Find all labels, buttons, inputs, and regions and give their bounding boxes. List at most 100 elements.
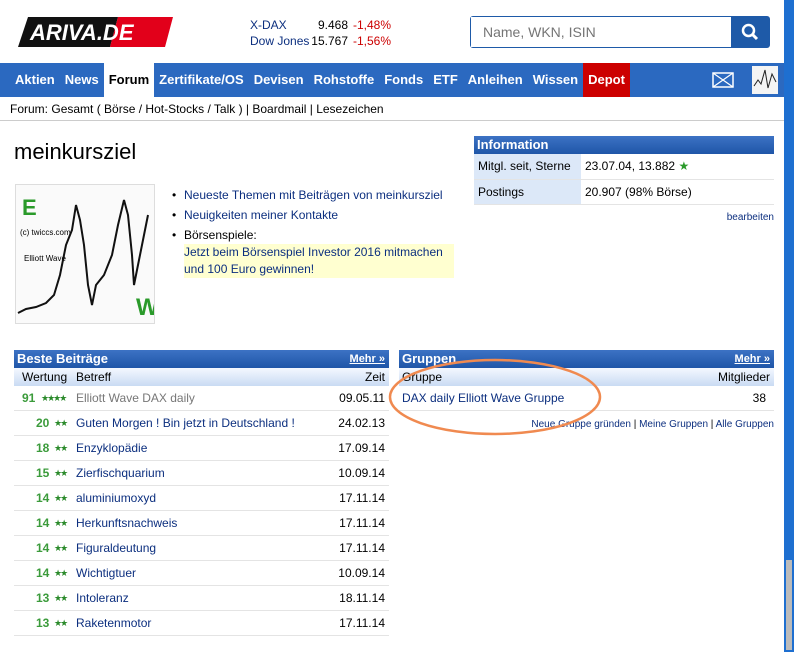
table-row: DAX daily Elliott Wave Gruppe 38 (399, 386, 774, 411)
post-link[interactable]: Enzyklopädie (76, 441, 148, 455)
post-link[interactable]: Guten Morgen ! Bin jetzt in Deutschland … (76, 416, 295, 430)
ariva-logo[interactable]: ARIVA.DE (18, 17, 173, 47)
post-score: 91 (22, 391, 36, 405)
best-posts-box: Beste Beiträge Mehr » Wertung Betreff Zeit … (14, 350, 389, 636)
page-title: meinkursziel (14, 139, 137, 164)
post-date: 17.11.14 (339, 516, 385, 530)
group-members: 38 (752, 391, 766, 405)
nav-news[interactable]: News (64, 72, 99, 87)
scrollbar[interactable] (784, 0, 794, 652)
breadcrumb-prefix: Forum: (10, 102, 49, 116)
post-link[interactable]: Elliott Wave DAX daily (76, 391, 195, 405)
post-score: 20 (36, 416, 50, 430)
annotation-circle (388, 358, 602, 436)
scrollbar-thumb[interactable] (786, 560, 792, 650)
game-promo-link[interactable]: Jetzt beim Börsenspiel Investor 2016 mit… (184, 244, 454, 278)
post-score: 14 (36, 516, 50, 530)
nav-devisen[interactable]: Devisen (253, 72, 304, 87)
post-score: 14 (36, 491, 50, 505)
avatar[interactable] (752, 66, 778, 94)
group-link[interactable]: DAX daily Elliott Wave Gruppe (402, 391, 565, 405)
star-rating-icon: ★★ (54, 518, 68, 528)
ticker-name[interactable]: Dow Jones (250, 34, 310, 48)
information-title: Information (474, 136, 774, 154)
nav-zertifikate[interactable]: Zertifikate/OS (159, 72, 244, 87)
contacts-news-link[interactable]: Neuigkeiten meiner Kontakte (184, 208, 339, 222)
breadcrumb-hot-stocks[interactable]: Hot-Stocks (145, 102, 205, 116)
new-group-link[interactable]: Neue Gruppe gründen (531, 419, 631, 430)
game-label: Börsenspiele: (184, 228, 257, 242)
post-link[interactable]: Intoleranz (76, 591, 129, 605)
post-link[interactable]: aluminiumoxyd (76, 491, 157, 505)
information-box: Information Mitgl. seit, Sterne 23.07.04,… (474, 136, 774, 223)
post-date: 24.02.13 (338, 416, 385, 430)
search-box (470, 16, 770, 48)
search-input[interactable] (471, 17, 731, 47)
table-row: 20 ★★ Guten Morgen ! Bin jetzt in Deutschl… (14, 411, 389, 436)
post-date: 17.11.14 (339, 491, 385, 505)
market-ticker: X-DAX 9.468 -1,48% Dow Jones 15.767 -1,56% (250, 17, 391, 49)
ticker-value: 9.468 (317, 18, 348, 32)
nav-rohstoffe[interactable]: Rohstoffe (313, 72, 375, 87)
post-link[interactable]: Raketenmotor (76, 616, 152, 630)
svg-text:ARIVA.DE: ARIVA.DE (29, 20, 135, 45)
post-link[interactable]: Herkunftsnachweis (76, 516, 178, 530)
post-date: 10.09.14 (338, 466, 385, 480)
latest-topics-link[interactable]: Neueste Themen mit Beiträgen von meinkur… (184, 188, 443, 202)
ticker-name[interactable]: X-DAX (250, 18, 287, 32)
post-score: 14 (36, 566, 50, 580)
post-score: 13 (36, 616, 50, 630)
svg-text:E: E (22, 195, 37, 220)
breadcrumb-boardmail[interactable]: Boardmail (252, 102, 307, 116)
star-rating-icon: ★★★★ (41, 393, 67, 403)
post-link[interactable]: Zierfischquarium (76, 466, 165, 480)
table-row: 13 ★★ Raketenmotor 17.11.14 (14, 611, 389, 636)
svg-text:W: W (136, 294, 154, 321)
star-rating-icon: ★★ (54, 468, 68, 478)
nav-wissen[interactable]: Wissen (532, 72, 579, 87)
breadcrumb-talk[interactable]: Talk (213, 102, 236, 116)
column-header: Mitglieder (717, 370, 770, 384)
post-date: 09.05.11 (339, 391, 385, 405)
table-row: 14 ★★ aluminiumoxyd 17.11.14 (14, 486, 389, 511)
post-link[interactable]: Wichtigtuer (76, 566, 137, 580)
best-posts-title: Beste Beiträge (17, 351, 109, 366)
post-score: 14 (36, 541, 50, 555)
star-rating-icon: ★★ (54, 493, 68, 503)
table-row: 91 ★★★★ Elliott Wave DAX daily 09.05.11 (14, 386, 389, 411)
breadcrumb-gesamt[interactable]: Gesamt (51, 102, 94, 116)
nav-aktien[interactable]: Aktien (15, 72, 55, 87)
search-button[interactable] (731, 17, 769, 47)
table-row: 14 ★★ Wichtigtuer 10.09.14 (14, 561, 389, 586)
info-value: 23.07.04, 13.882 (585, 159, 676, 174)
info-label: Postings (474, 179, 581, 205)
nav-forum[interactable]: Forum (103, 63, 155, 97)
all-groups-link[interactable]: Alle Gruppen (715, 419, 774, 430)
nav-depot[interactable]: Depot (583, 63, 630, 97)
profile-image: E W (c) twiccs.com Elliott Wave (15, 184, 159, 324)
best-posts-more-link[interactable]: Mehr » (349, 353, 385, 365)
groups-box: Gruppen Mehr » Gruppe Mitglieder DAX daily… (399, 350, 774, 430)
breadcrumb-lesezeichen[interactable]: Lesezeichen (316, 102, 384, 116)
nav-anleihen[interactable]: Anleihen (467, 72, 523, 87)
column-header: Zeit (364, 370, 385, 384)
groups-more-link[interactable]: Mehr » (734, 353, 770, 365)
post-score: 15 (36, 466, 50, 480)
edit-link[interactable]: bearbeiten (726, 211, 774, 223)
nav-etf[interactable]: ETF (433, 72, 458, 87)
star-rating-icon: ★★ (54, 418, 68, 428)
ticker-change: -1,48% (353, 18, 392, 32)
post-score: 13 (36, 591, 50, 605)
nav-fonds[interactable]: Fonds (384, 72, 424, 87)
mail-icon[interactable] (712, 72, 734, 88)
groups-title: Gruppen (402, 351, 457, 366)
my-groups-link[interactable]: Meine Gruppen (639, 419, 709, 430)
post-date: 10.09.14 (338, 566, 385, 580)
svg-text:Elliott Wave: Elliott Wave (24, 254, 66, 263)
star-rating-icon: ★★ (54, 443, 68, 453)
post-link[interactable]: Figuraldeutung (76, 541, 157, 555)
post-date: 18.11.14 (339, 591, 385, 605)
breadcrumb-boerse[interactable]: Börse (104, 102, 136, 116)
post-date: 17.11.14 (339, 541, 385, 555)
ticker-change: -1,56% (353, 34, 392, 48)
